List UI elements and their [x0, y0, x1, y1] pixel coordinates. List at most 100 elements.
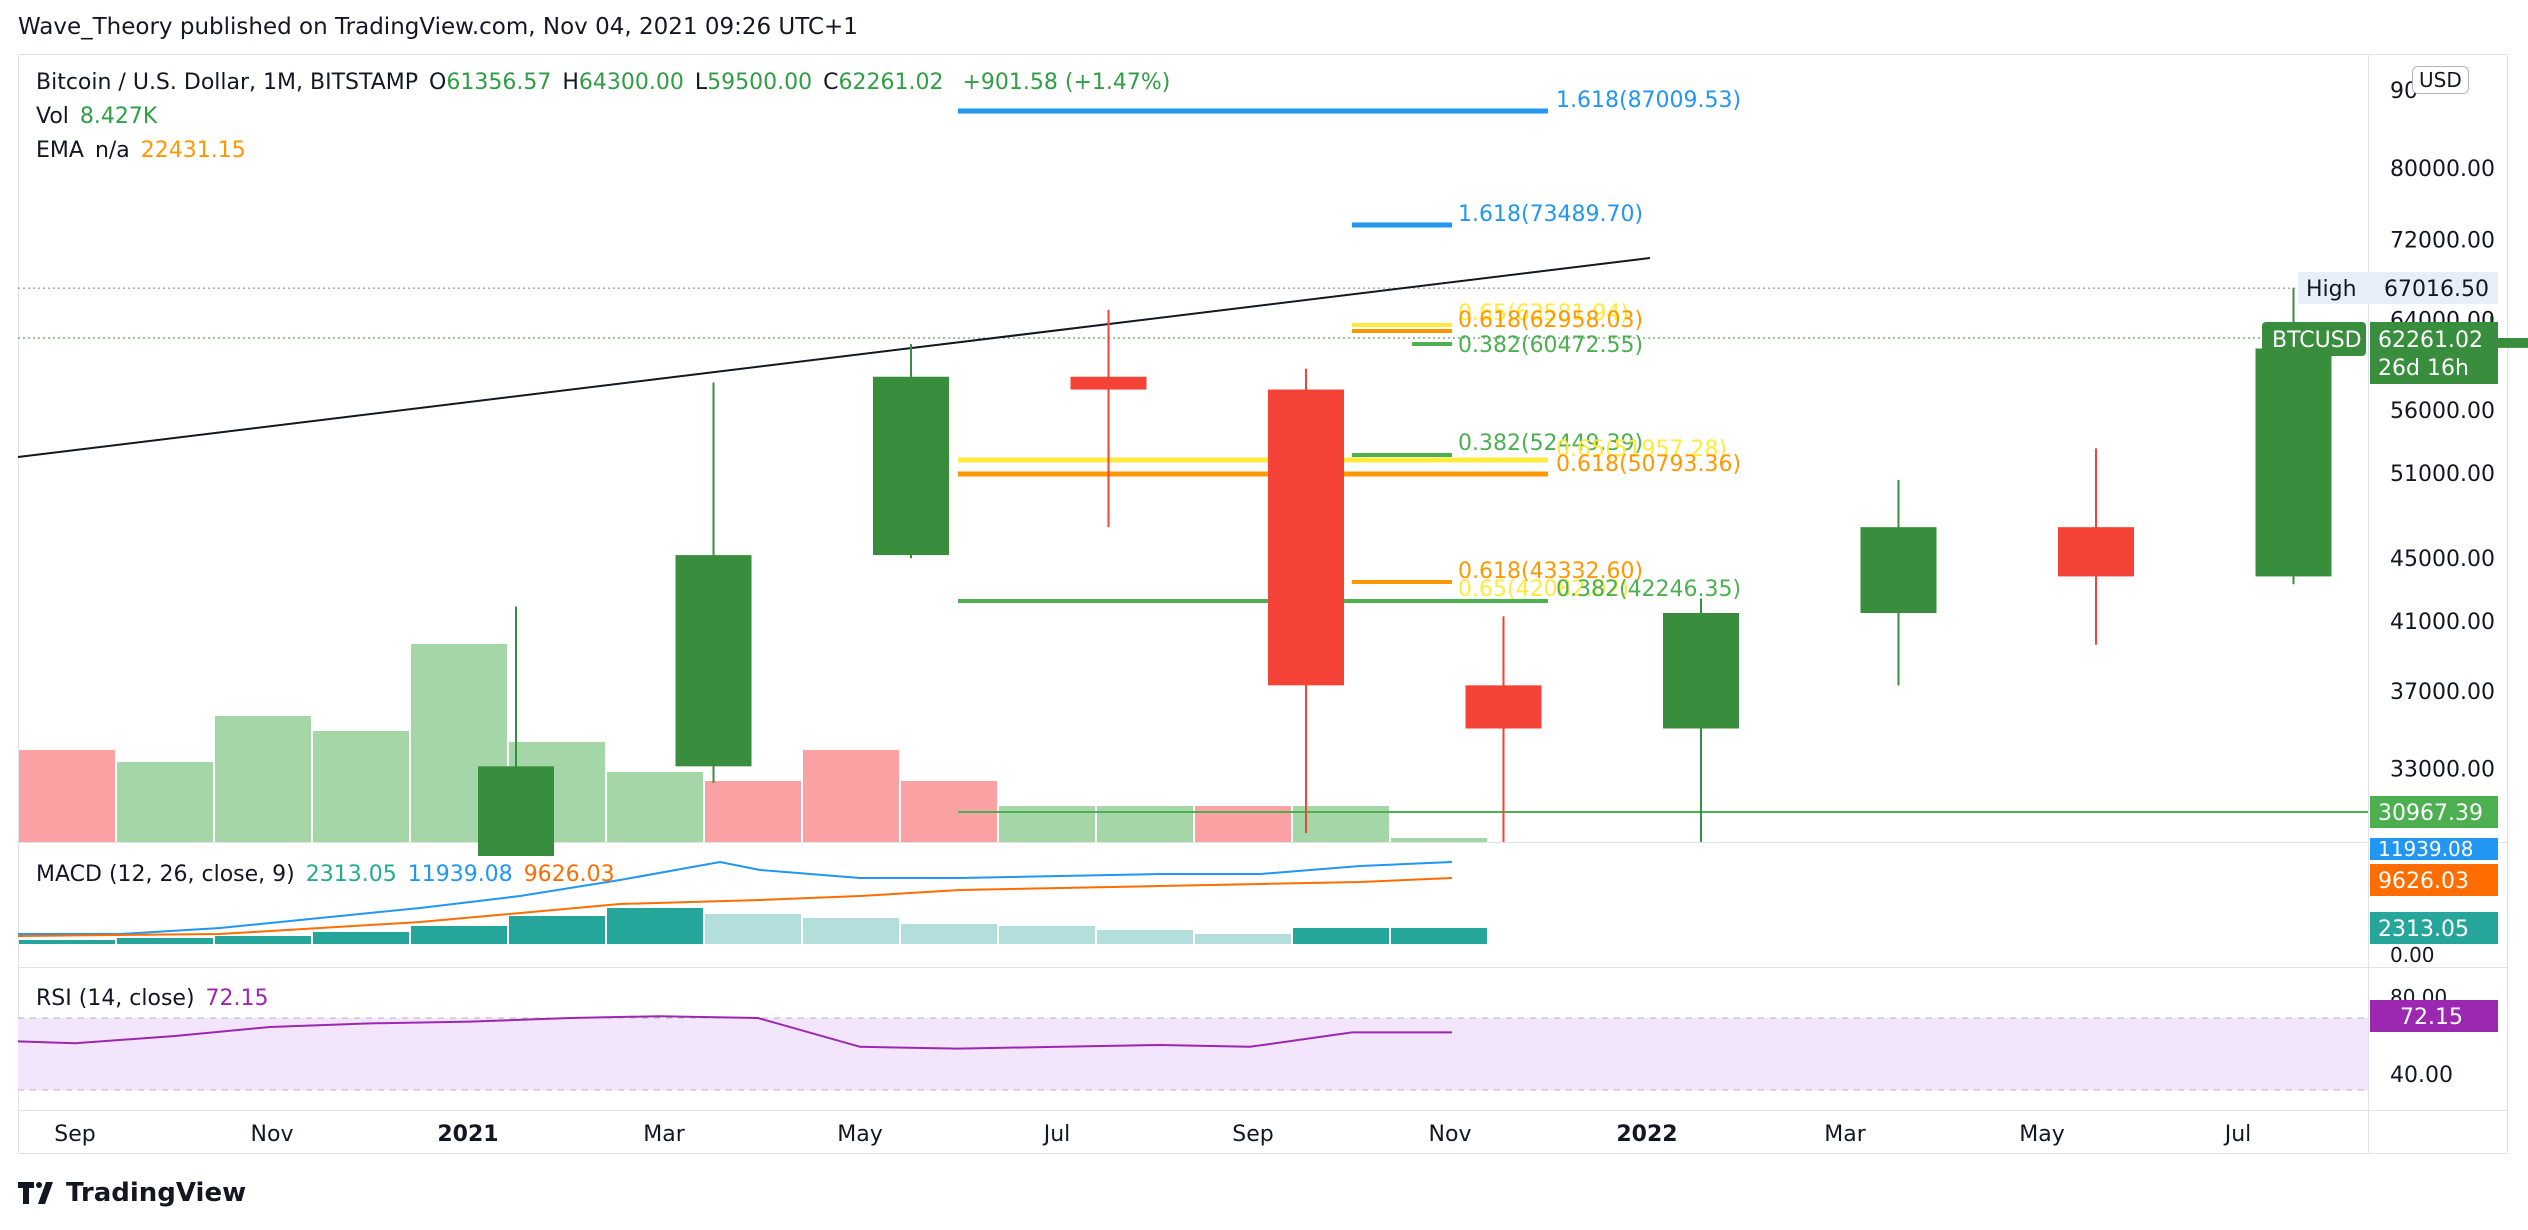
main-legend: Bitcoin / U.S. Dollar, 1M, BITSTAMP O613… [36, 70, 1174, 95]
volume-label[interactable]: Vol [36, 104, 69, 129]
high-tag-value: 67016.50 [2384, 277, 2489, 302]
high-value: 64300.00 [578, 70, 684, 95]
candle-body [1860, 527, 1937, 613]
macd-hist-bar [509, 916, 605, 944]
ema-legend: EMA n/a 22431.15 [36, 138, 250, 163]
macd-hist-bar [803, 918, 899, 944]
time-tick: Nov [251, 1122, 294, 1147]
open-label: O [429, 70, 447, 95]
tradingview-logo[interactable]: TradingView [18, 1178, 246, 1208]
fib-label: 0.65(42082.02) [1458, 577, 1629, 602]
countdown-tag: 26d 16h [2378, 356, 2469, 381]
macd-signal-line [17, 877, 1453, 937]
price-tick: 37000.00 [2390, 680, 2495, 705]
time-tick: May [837, 1122, 882, 1147]
volume-legend: Vol 8.427K [36, 104, 161, 129]
volume-bar [607, 772, 703, 842]
pane-divider-rsi[interactable] [18, 967, 2508, 968]
volume-bar [19, 750, 115, 842]
rsi-tag-bg [2370, 1000, 2498, 1032]
time-tick: Jul [1042, 1122, 1071, 1147]
time-tick: Nov [1429, 1122, 1472, 1147]
macd-hist-bar [1293, 928, 1389, 944]
macd-legend: MACD (12, 26, close, 9) 2313.05 11939.08… [36, 862, 619, 887]
rsi-label[interactable]: RSI (14, close) [36, 986, 195, 1011]
last-price-tag: 62261.02 [2378, 328, 2483, 353]
open-value: 61356.57 [446, 70, 552, 95]
volume-tag-bg [2370, 796, 2498, 828]
macd-hist-bar [901, 924, 997, 944]
candle-body [478, 766, 554, 856]
time-tick: Sep [1232, 1122, 1273, 1147]
volume-bar [705, 781, 801, 842]
price-tick: 72000.00 [2390, 228, 2495, 253]
high-tag-bg [2298, 272, 2498, 304]
macd-hist-bar [607, 908, 703, 944]
candle-body [1268, 389, 1344, 686]
candle-body [1070, 376, 1147, 390]
macd-hist-bar [705, 914, 801, 944]
macd-hist-bar [411, 926, 507, 944]
rsi-tick: 40.00 [2390, 1063, 2453, 1088]
volume-value: 8.427K [79, 104, 158, 129]
time-axis-divider [18, 1110, 2508, 1111]
last-price-tag-bg [2370, 322, 2498, 384]
macd-signal-value: 9626.03 [523, 862, 615, 887]
currency-button[interactable]: USD [2412, 66, 2469, 94]
volume-bar [1391, 838, 1487, 842]
ema-label[interactable]: EMA [36, 138, 84, 163]
publish-header: Wave_Theory published on TradingView.com… [18, 14, 858, 40]
time-tick: May [2019, 1122, 2064, 1147]
low-label: L [694, 70, 708, 95]
candle-body [2058, 527, 2134, 577]
macd-tick: 0.00 [2390, 943, 2435, 967]
low-value: 59500.00 [707, 70, 813, 95]
time-tick: Mar [643, 1122, 685, 1147]
close-value: 62261.02 [838, 70, 944, 95]
time-tick: Jul [2223, 1122, 2252, 1147]
macd-tag-2: 9626.03 [2378, 869, 2469, 894]
symbol-title[interactable]: Bitcoin / U.S. Dollar, 1M, BITSTAMP [36, 70, 419, 95]
change-value: +901.58 (+1.47%) [962, 70, 1171, 95]
fib-label: 1.618(87009.53) [1556, 88, 1741, 113]
price-tick: 45000.00 [2390, 547, 2495, 572]
macd-tag-bg-1 [2370, 838, 2498, 860]
macd-hist-bar [215, 936, 311, 944]
fib-label: 0.382(60472.55) [1458, 333, 1643, 358]
macd-tag-1: 11939.08 [2378, 837, 2473, 861]
rsi-tag: 72.15 [2400, 1005, 2463, 1030]
macd-tag-bg-2 [2370, 864, 2498, 896]
price-tick: 51000.00 [2390, 462, 2495, 487]
volume-bar [215, 716, 311, 842]
fib-label: 0.382(52449.39) [1458, 431, 1643, 456]
fib-label: 0.618(50793.36) [1556, 452, 1741, 477]
macd-line-value: 11939.08 [407, 862, 513, 887]
rsi-value: 72.15 [205, 986, 269, 1011]
candle-body [2255, 348, 2332, 577]
time-tick: Sep [54, 1122, 95, 1147]
time-tick: Mar [1824, 1122, 1866, 1147]
fib-label: 0.65(63581.94) [1458, 301, 1629, 326]
close-label: C [823, 70, 839, 95]
candle-body [675, 555, 752, 767]
fib-label: 1.618(73489.70) [1458, 202, 1643, 227]
time-tick: 2021 [437, 1122, 498, 1147]
fib-label: 0.65(51957.28) [1556, 437, 1727, 462]
macd-label[interactable]: MACD (12, 26, close, 9) [36, 862, 295, 887]
macd-tag-bg-3 [2370, 912, 2498, 944]
candle-body [873, 376, 949, 556]
volume-bar [313, 731, 409, 842]
high-tag-label: High [2306, 277, 2357, 302]
rsi-line [17, 1015, 1452, 1050]
price-axis-divider [2368, 54, 2369, 1154]
trend-line [17, 257, 1651, 458]
ema-length: n/a [94, 138, 130, 163]
pane-divider-macd[interactable] [18, 842, 2508, 843]
candle-body [1663, 612, 1739, 729]
chart-frame [18, 54, 2508, 1154]
btcusd-tag-label: BTCUSD [2272, 328, 2362, 353]
macd-hist-value: 2313.05 [305, 862, 397, 887]
rsi-band [18, 1018, 2368, 1090]
rsi-legend: RSI (14, close) 72.15 [36, 986, 273, 1011]
